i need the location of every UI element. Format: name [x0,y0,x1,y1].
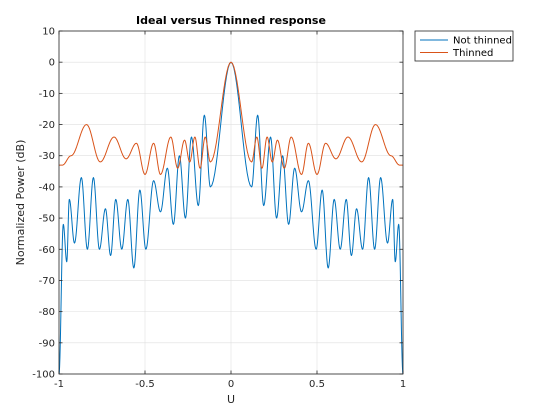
x-tick-label-1: -0.5 [135,379,155,390]
y-tick-label-5: -40 [39,182,55,193]
legend-box [414,30,514,62]
y-tick-label-9: -80 [39,307,55,318]
y-tick-label-11: -100 [32,370,55,381]
x-tick-label-3: 0.5 [309,379,325,390]
y-tick-label-6: -50 [39,214,55,225]
y-tick-label-4: -30 [39,151,55,162]
y-tick-label-8: -70 [39,276,55,287]
y-tick-label-7: -60 [39,245,55,256]
axes: -1 -0.5 0 0.5 1 10 0 -10 -20 -30 -40 -50 -60 -70 -80 -9… [32,27,406,391]
x-tick-label-0: -1 [54,379,64,390]
chart-title: Ideal versus Thinned response [136,14,326,27]
y-axis-label: Normalized Power (dB) [14,140,27,266]
x-tick-label-2: 0 [228,379,234,390]
legend: Not thinned Thinned [414,30,514,62]
series-line-thinned [58,61,404,175]
x-tick-label-4: 1 [400,379,406,390]
y-tick-label-1: 0 [49,58,55,69]
legend-label-thinned: Thinned [452,48,493,59]
y-tick-label-0: 10 [42,27,55,38]
y-tick-label-10: -90 [39,338,55,349]
y-tick-label-3: -20 [39,120,55,131]
ticks: -1 -0.5 0 0.5 1 10 0 -10 -20 -30 -40 -50 -60 -70 -80 -9… [32,27,406,391]
x-axis-label: U [227,393,235,406]
curves [58,61,404,375]
y-tick-label-2: -10 [39,89,55,100]
legend-label-not-thinned: Not thinned [453,36,512,47]
